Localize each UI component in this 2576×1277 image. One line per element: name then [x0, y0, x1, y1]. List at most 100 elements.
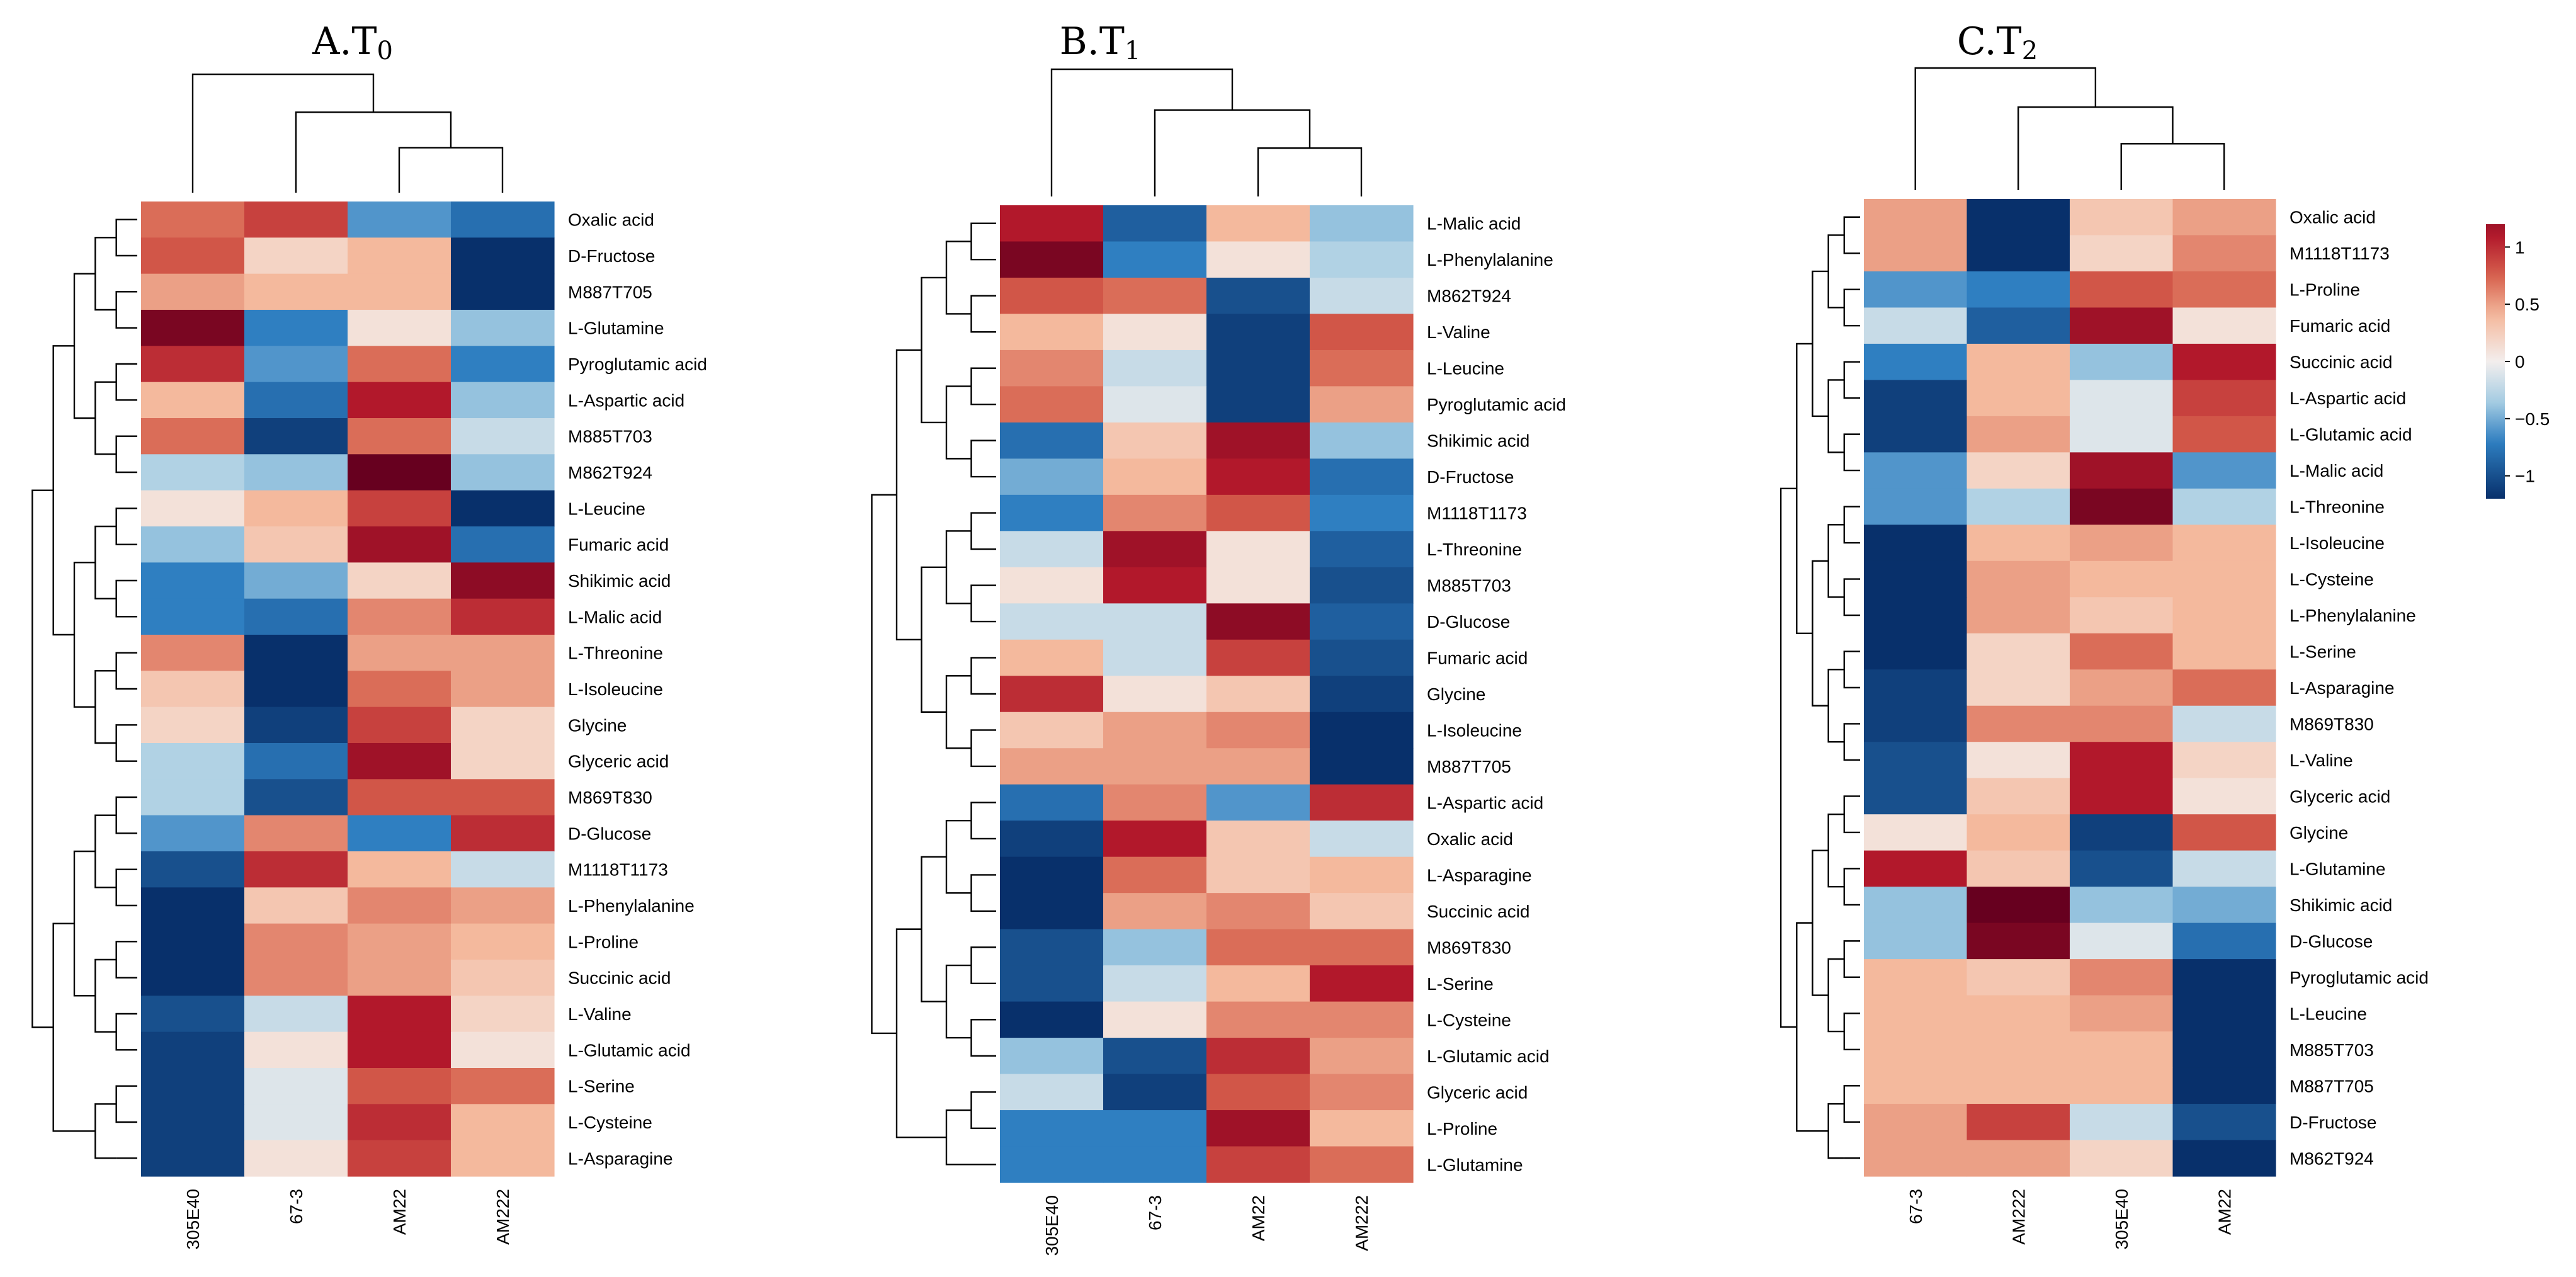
column-dendrogram-branch [1050, 68, 1234, 196]
row-dendrogram-branch [970, 729, 996, 768]
heatmap-cell [141, 887, 245, 924]
heatmap-cell [1864, 1031, 1968, 1069]
heatmap-cell [1864, 922, 1968, 960]
heatmap-cell [1864, 343, 1968, 381]
row-label: L-Glutamine [1427, 1155, 1523, 1174]
row-dendrogram-branch [1843, 433, 1860, 472]
heatmap-cell [1206, 712, 1310, 749]
heatmap-cell [451, 960, 555, 996]
heatmap-cell [1103, 676, 1207, 713]
row-dendrogram-branch [52, 345, 74, 636]
heatmap-cell [2070, 343, 2174, 381]
heatmap-cell [1864, 560, 1968, 598]
heatmap-cell [141, 996, 245, 1033]
row-dendrogram-branch [970, 874, 996, 912]
heatmap-cell [1103, 349, 1207, 387]
heatmap-cell [451, 671, 555, 708]
heatmap-cell [2172, 778, 2276, 815]
row-label: M887T705 [1427, 757, 1511, 776]
heatmap-cell [451, 382, 555, 419]
heatmap-cell [1206, 639, 1310, 676]
row-dendrogram-branch [94, 1103, 116, 1159]
heatmap-cell [348, 635, 451, 671]
heatmap-cell [1966, 271, 2070, 309]
heatmap-cell [1206, 893, 1310, 930]
heatmap-cell [2172, 814, 2276, 851]
heatmap-cell [141, 310, 245, 346]
row-label: M885T703 [2289, 1040, 2374, 1060]
row-label: L-Isoleucine [568, 679, 663, 699]
heatmap-panel-c: C.T2 Oxalic acid M1118T1173 L-Proline Fumari… [1779, 20, 2429, 1250]
heatmap-cell [1000, 784, 1104, 821]
heatmap-cell [1966, 705, 2070, 742]
heatmap-cell [141, 815, 245, 852]
heatmap-cell [1966, 452, 2070, 489]
row-label: L-Proline [2289, 280, 2360, 300]
row-dendrogram-branch [1827, 379, 1844, 453]
heatmap-cell [1206, 1001, 1310, 1038]
row-dendrogram-branch [945, 241, 972, 315]
heatmap-cell [348, 996, 451, 1033]
heatmap-cell [244, 273, 348, 310]
row-dendrogram-branch [52, 922, 74, 1132]
heatmap-cell [1966, 778, 2070, 815]
row-label: L-Leucine [2289, 1004, 2367, 1023]
heatmap-cell [1000, 567, 1104, 604]
heatmap-cell [1310, 965, 1414, 1002]
row-dendrogram-branch [970, 222, 996, 261]
row-dendrogram-branch [115, 652, 137, 690]
heatmap-cell [1310, 1146, 1414, 1183]
heatmap-cell [244, 1140, 348, 1177]
heatmap-cell [348, 237, 451, 275]
heatmap-cell [1103, 241, 1207, 278]
heatmap-cell [141, 382, 245, 419]
heatmap-cell [348, 1031, 451, 1069]
column-label: 305E40 [2112, 1189, 2131, 1250]
heatmap-cell [1966, 922, 2070, 960]
heatmap-cell [2070, 1104, 2174, 1141]
heatmap-cell [1000, 639, 1104, 676]
heatmap-cell [2070, 705, 2174, 742]
row-label: Shikimic acid [568, 571, 671, 591]
row-label: L-Glutamine [568, 319, 664, 338]
column-label: 67-3 [1145, 1195, 1165, 1230]
heatmap-cell [1206, 820, 1310, 858]
heatmap-cell [1103, 1146, 1207, 1183]
heatmap-cell [1000, 458, 1104, 496]
heatmap-cell [1000, 1074, 1104, 1111]
row-dendrogram-branch [970, 802, 996, 840]
heatmap-cell [1206, 1146, 1310, 1183]
row-label: Fumaric acid [1427, 649, 1528, 668]
panel-title-sub: 0 [377, 37, 392, 65]
row-dendrogram-branch [970, 584, 996, 623]
heatmap-cell [1310, 458, 1414, 496]
heatmap-cell [1206, 349, 1310, 387]
heatmap-cell [1000, 856, 1104, 894]
heatmap-cell [1206, 603, 1310, 640]
row-label: D-Fructose [1427, 467, 1514, 487]
heatmap-cell [1103, 820, 1207, 858]
row-label: M1118T1173 [1427, 504, 1527, 523]
heatmap-cell [1206, 422, 1310, 459]
heatmap-cell [451, 490, 555, 527]
heatmap-cell [1310, 494, 1414, 531]
heatmap-cell [451, 237, 555, 275]
heatmap-cell [1000, 386, 1104, 423]
heatmap-cell [1206, 965, 1310, 1002]
panel-title: C.T2 [1957, 20, 2038, 65]
heatmap-cell [2172, 525, 2276, 562]
heatmap-cell [1966, 380, 2070, 417]
row-dendrogram-branch [1843, 1013, 1860, 1051]
row-label: Glycine [2289, 823, 2348, 843]
heatmap-cell [244, 815, 348, 852]
heatmap-cell [2172, 1104, 2276, 1141]
heatmap-cell [1103, 1110, 1207, 1147]
heatmap-cell [2070, 452, 2174, 489]
row-label: L-Serine [1427, 974, 1494, 994]
heatmap-cell [451, 201, 555, 238]
row-dendrogram-branch [94, 381, 116, 455]
heatmap-cell [1310, 314, 1414, 351]
heatmap-cell [348, 310, 451, 346]
row-label: Glyceric acid [568, 752, 669, 771]
row-label: L-Proline [1427, 1119, 1497, 1138]
